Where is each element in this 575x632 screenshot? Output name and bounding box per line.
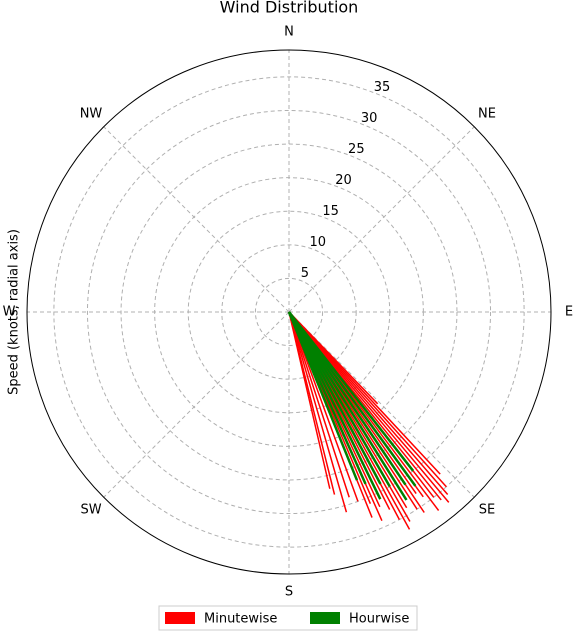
wind-line bbox=[288, 311, 350, 498]
y-tick-label: 25 bbox=[348, 142, 365, 157]
grid-spoke bbox=[288, 311, 475, 498]
x-tick-label: SE bbox=[479, 502, 495, 517]
x-tick-label: NW bbox=[80, 107, 103, 122]
x-tick-label: W bbox=[3, 305, 16, 320]
y-tick-label: 15 bbox=[322, 204, 339, 219]
x-tick-label: S bbox=[285, 585, 293, 600]
grid-ring bbox=[254, 277, 324, 347]
x-tick-label: E bbox=[565, 305, 573, 320]
grid-ring bbox=[221, 244, 357, 380]
y-tick-label: 5 bbox=[301, 266, 309, 281]
wind-line bbox=[288, 311, 331, 489]
x-tick-label: N bbox=[284, 25, 294, 40]
y-tick-label: 20 bbox=[335, 173, 352, 188]
legend-label: Hourwise bbox=[349, 612, 409, 627]
grid-ring bbox=[86, 109, 492, 515]
y-axis-label: Speed (knots, radial axis) bbox=[7, 229, 22, 395]
wind-line bbox=[287, 311, 417, 487]
y-tick-label: 35 bbox=[374, 80, 391, 95]
y-tick-label: 10 bbox=[309, 235, 326, 250]
legend-swatch bbox=[165, 612, 195, 624]
grid-spoke bbox=[103, 311, 290, 498]
grid-spoke bbox=[288, 126, 475, 313]
legend-label: Minutewise bbox=[204, 612, 277, 627]
legend-swatch bbox=[310, 612, 340, 624]
x-tick-label: SW bbox=[80, 502, 101, 517]
grid-ring bbox=[53, 76, 525, 548]
y-tick-label: 30 bbox=[361, 111, 378, 126]
chart-title: Wind Distribution bbox=[220, 0, 359, 17]
wind-line bbox=[287, 311, 408, 501]
polar-frame bbox=[26, 49, 552, 575]
grid-spoke bbox=[103, 126, 290, 313]
wind-line bbox=[288, 311, 348, 513]
x-tick-label: NE bbox=[478, 107, 496, 122]
wind-line bbox=[287, 311, 359, 481]
grid-ring bbox=[120, 143, 458, 481]
legend bbox=[158, 605, 418, 631]
